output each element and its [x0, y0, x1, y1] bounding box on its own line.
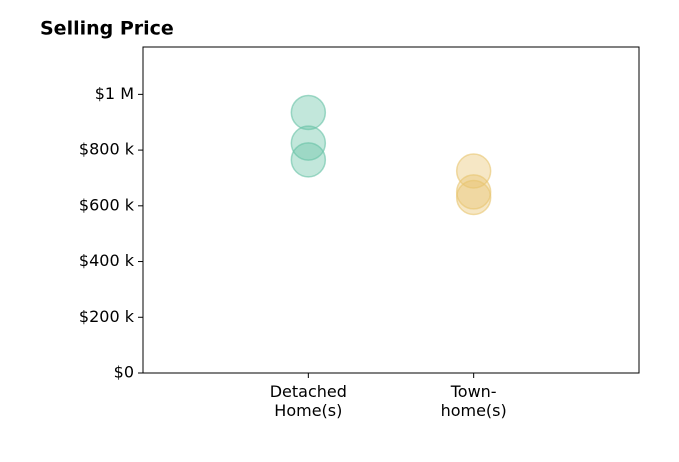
y-tick-label: $400 k [79, 251, 135, 270]
point [455, 153, 492, 189]
x-tick-label: Town- home(s) [440, 382, 507, 420]
y-tick-label: $600 k [79, 195, 135, 214]
chart-title: Selling Price [40, 18, 174, 40]
y-tick-label: $800 k [79, 140, 135, 159]
plot-frame [142, 46, 640, 374]
point [290, 142, 327, 178]
point [290, 94, 327, 131]
y-tick-label: $1 M [95, 84, 134, 103]
y-tick-label: $200 k [79, 307, 135, 326]
y-tick-label: $0 [114, 363, 134, 382]
x-tick-label: Detached Home(s) [269, 382, 347, 420]
point [455, 179, 492, 216]
